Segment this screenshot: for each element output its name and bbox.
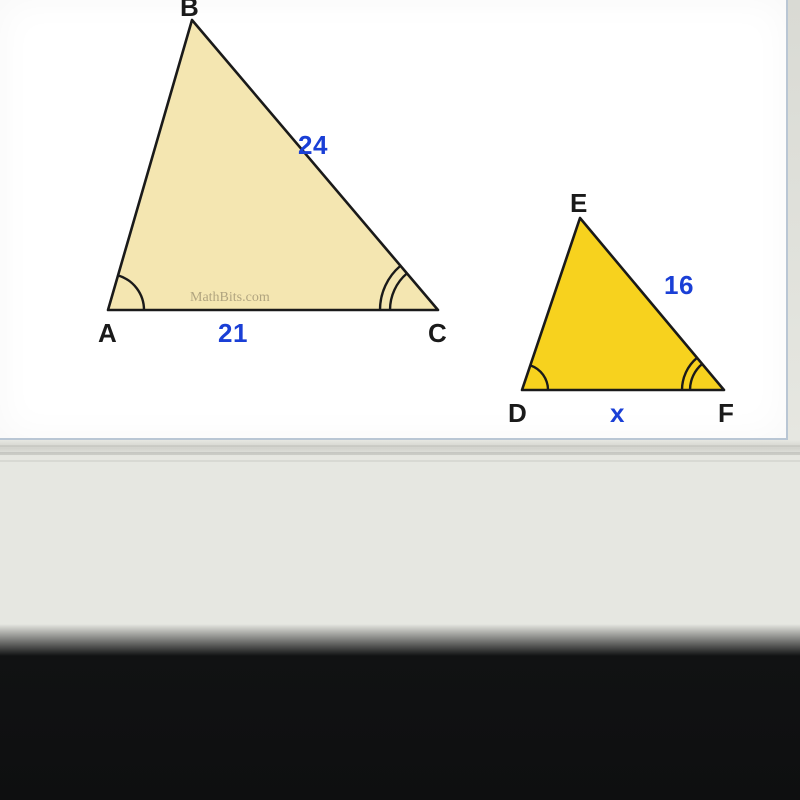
vertex-label-C: C <box>428 318 447 349</box>
problem-card: A B C 24 21 MathBits.com D E F 16 x <box>0 0 788 440</box>
texture-line <box>0 460 800 462</box>
vertex-label-F: F <box>718 398 734 429</box>
measure-label-BC: 24 <box>298 130 328 161</box>
texture-line <box>0 452 800 455</box>
triangle-large <box>108 20 438 310</box>
texture-line <box>0 445 800 447</box>
vertex-label-D: D <box>508 398 527 429</box>
photo-background: A B C 24 21 MathBits.com D E F 16 x <box>0 0 800 800</box>
watermark-text: MathBits.com <box>190 290 270 306</box>
measure-label-EF: 16 <box>664 270 694 301</box>
vertex-label-E: E <box>570 188 588 219</box>
measure-label-AC: 21 <box>218 318 248 349</box>
triangle-small <box>522 218 724 390</box>
vertex-label-B: B <box>180 0 199 23</box>
vertex-label-A: A <box>98 318 117 349</box>
geometry-diagram <box>0 0 788 438</box>
measure-label-DF: x <box>610 398 625 429</box>
